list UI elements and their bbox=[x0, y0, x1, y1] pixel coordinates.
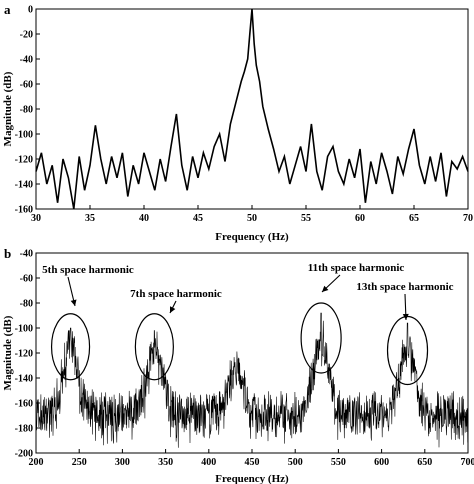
y-tick-label: -80 bbox=[20, 299, 33, 310]
harmonic-label: 11th space harmonic bbox=[308, 262, 405, 274]
x-tick-label: 450 bbox=[245, 457, 260, 468]
y-tick-label: -100 bbox=[15, 130, 33, 141]
harmonic-label: 7th space harmonic bbox=[130, 288, 222, 300]
y-tick-label: -200 bbox=[15, 449, 33, 460]
x-tick-label: 600 bbox=[374, 457, 389, 468]
y-tick-label: -140 bbox=[15, 180, 33, 191]
panel-b-letter: b bbox=[4, 246, 11, 261]
panel-b-ylabel: Magnitude (dB) bbox=[2, 315, 14, 390]
x-tick-label: 30 bbox=[31, 213, 41, 224]
harmonic-ellipse bbox=[300, 302, 342, 374]
y-tick-label: -80 bbox=[20, 105, 33, 116]
harmonic-arrowhead bbox=[402, 313, 409, 320]
x-tick-label: 400 bbox=[201, 457, 216, 468]
x-tick-label: 70 bbox=[463, 213, 473, 224]
y-tick-label: -160 bbox=[15, 399, 33, 410]
panel-a-xlabel: Frequency (Hz) bbox=[215, 231, 289, 243]
y-tick-label: -140 bbox=[15, 374, 33, 385]
x-tick-label: 700 bbox=[461, 457, 474, 468]
x-tick-label: 55 bbox=[301, 213, 311, 224]
y-tick-label: -100 bbox=[15, 324, 33, 335]
harmonic-arrowhead bbox=[170, 306, 176, 313]
x-tick-label: 250 bbox=[72, 457, 87, 468]
y-tick-label: -20 bbox=[20, 30, 33, 41]
panel-b-ticks: 200 250 300 350 400 450 500 550 600 650 700 -40 -60 -… bbox=[15, 249, 474, 469]
x-tick-label: 550 bbox=[331, 457, 346, 468]
y-tick-label: -180 bbox=[15, 424, 33, 435]
panel-b-xlabel: Frequency (Hz) bbox=[215, 473, 289, 484]
x-tick-label: 45 bbox=[193, 213, 203, 224]
x-tick-label: 40 bbox=[139, 213, 149, 224]
y-tick-label: 0 bbox=[28, 5, 33, 16]
panel-a-ylabel: Magnitude (dB) bbox=[2, 71, 14, 146]
y-tick-label: -40 bbox=[20, 249, 33, 260]
y-tick-label: -40 bbox=[20, 55, 33, 66]
harmonic-arrowhead bbox=[322, 285, 329, 292]
panel-b-series-line bbox=[35, 312, 469, 448]
harmonic-label: 5th space harmonic bbox=[42, 264, 134, 276]
harmonic-ellipse bbox=[386, 315, 429, 386]
x-tick-label: 35 bbox=[85, 213, 95, 224]
y-tick-label: -60 bbox=[20, 80, 33, 91]
x-tick-label: 300 bbox=[115, 457, 130, 468]
panel-a: a 30 35 40 45 50 55 60 65 70 0 -20 -40 -60 -80 -100 -12… bbox=[2, 2, 473, 243]
y-tick-label: -120 bbox=[15, 349, 33, 360]
harmonic-ellipse bbox=[134, 313, 174, 381]
panel-a-frame bbox=[35, 8, 469, 210]
x-tick-label: 500 bbox=[288, 457, 303, 468]
harmonic-ellipse bbox=[50, 313, 91, 381]
y-tick-label: -120 bbox=[15, 155, 33, 166]
x-tick-label: 65 bbox=[409, 213, 419, 224]
x-tick-label: 350 bbox=[158, 457, 173, 468]
y-tick-label: -160 bbox=[15, 205, 33, 216]
x-tick-label: 50 bbox=[247, 213, 257, 224]
panel-a-letter: a bbox=[4, 2, 11, 17]
x-tick-label: 200 bbox=[29, 457, 44, 468]
panel-b: b 200 250 300 350 400 450 500 550 600 650 700 -40 -6… bbox=[2, 246, 474, 484]
panel-b-annotations: 5th space harmonic 7th space harmonic 11th… bbox=[42, 262, 454, 386]
panel-a-ticks: 30 35 40 45 50 55 60 65 70 0 -20 -40 -60 -80 -100 -120 -… bbox=[15, 5, 473, 225]
harmonic-label: 13th space harmonic bbox=[356, 281, 453, 293]
x-tick-label: 60 bbox=[355, 213, 365, 224]
y-tick-label: -60 bbox=[20, 274, 33, 285]
harmonic-arrowhead bbox=[70, 299, 77, 306]
x-tick-label: 650 bbox=[417, 457, 432, 468]
panel-a-series-line bbox=[35, 8, 469, 210]
